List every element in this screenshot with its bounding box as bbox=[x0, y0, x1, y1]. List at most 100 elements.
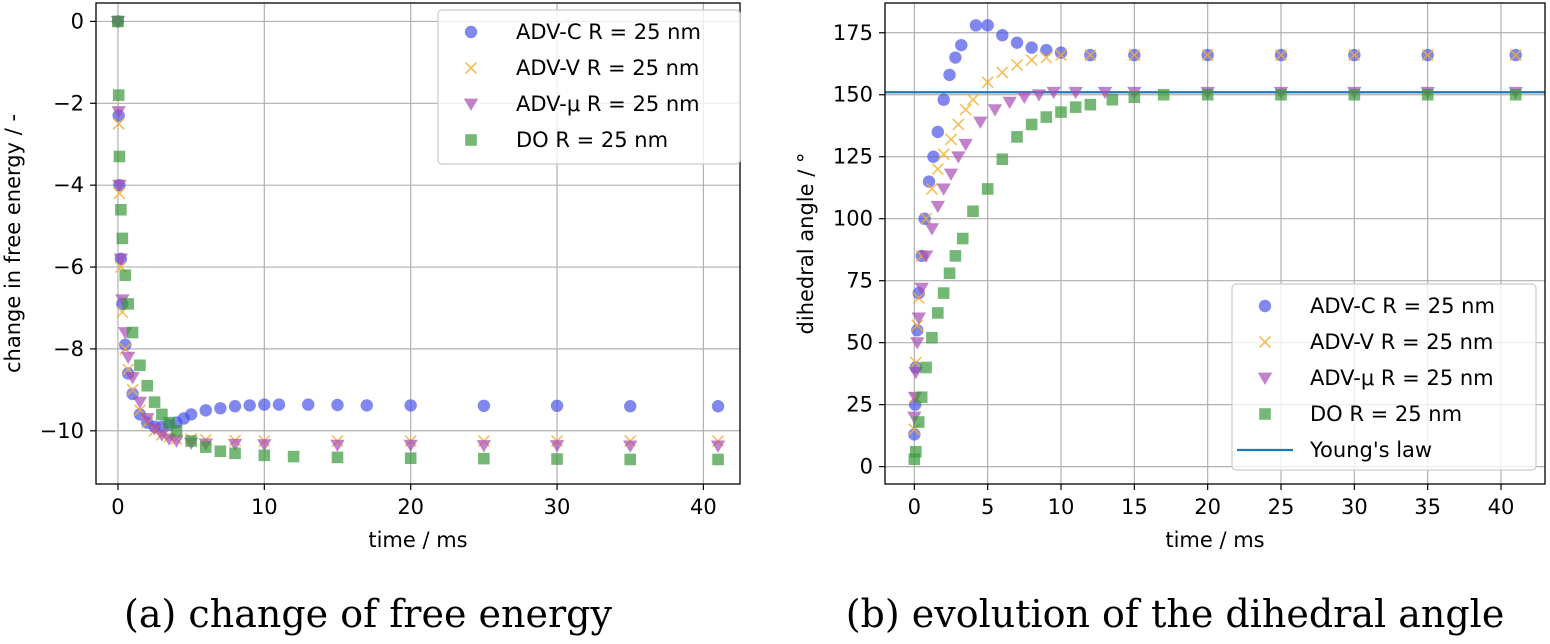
data-point bbox=[1201, 49, 1214, 62]
data-point bbox=[228, 400, 242, 413]
x-tick-label: 20 bbox=[397, 495, 424, 519]
data-point bbox=[908, 367, 923, 380]
data-point bbox=[112, 89, 125, 101]
data-point bbox=[331, 398, 344, 412]
data-point bbox=[116, 232, 129, 245]
data-point bbox=[1348, 49, 1361, 62]
legend-marker bbox=[464, 61, 478, 75]
data-point bbox=[966, 93, 980, 106]
data-point bbox=[710, 440, 726, 453]
data-point bbox=[1040, 111, 1053, 123]
data-point bbox=[936, 183, 951, 196]
data-point bbox=[229, 447, 241, 460]
data-point bbox=[930, 200, 945, 214]
data-point bbox=[1025, 53, 1038, 67]
series-3 bbox=[112, 15, 724, 466]
data-point bbox=[551, 453, 563, 465]
data-point bbox=[1040, 51, 1053, 64]
data-point bbox=[170, 424, 183, 437]
data-point bbox=[712, 453, 724, 466]
data-point bbox=[258, 398, 271, 411]
y-tick-label: 75 bbox=[846, 269, 873, 293]
data-point bbox=[227, 438, 243, 452]
data-point bbox=[943, 267, 956, 280]
y-tick-label: −8 bbox=[53, 337, 84, 361]
y-tick-label: 0 bbox=[71, 9, 84, 33]
data-point bbox=[981, 76, 994, 89]
legend-label: ADV-C R = 25 nm bbox=[1310, 294, 1495, 318]
x-tick-label: 0 bbox=[111, 495, 124, 519]
data-point bbox=[624, 453, 637, 466]
data-point bbox=[911, 319, 924, 332]
data-point bbox=[908, 453, 921, 466]
data-point bbox=[1055, 106, 1067, 118]
x-tick-label: 5 bbox=[981, 495, 994, 519]
data-point bbox=[113, 150, 126, 163]
data-point bbox=[330, 439, 345, 452]
x-tick-label: 10 bbox=[1048, 495, 1075, 519]
legend-label: Young's law bbox=[1309, 438, 1432, 462]
x-tick-label: 30 bbox=[544, 495, 571, 519]
data-point bbox=[156, 408, 168, 421]
data-point bbox=[918, 212, 931, 225]
x-tick-label: 15 bbox=[1121, 495, 1148, 519]
legend-label: ADV-V R = 25 nm bbox=[1310, 330, 1493, 354]
data-point bbox=[115, 203, 127, 216]
data-point bbox=[119, 338, 132, 352]
data-point bbox=[981, 19, 994, 32]
chart-panel-b: 0 5 10 15 20 25 30 35 40 0 25 50 75 100 125 150 175 time … bbox=[794, 2, 1546, 636]
data-point bbox=[199, 441, 212, 453]
data-point bbox=[912, 416, 925, 428]
legend-label: ADV-C R = 25 nm bbox=[516, 20, 701, 44]
data-point bbox=[924, 223, 940, 236]
data-point bbox=[909, 356, 922, 369]
data-point bbox=[944, 133, 958, 146]
data-point bbox=[331, 451, 344, 464]
data-point bbox=[154, 429, 170, 442]
data-point bbox=[115, 294, 130, 307]
data-point bbox=[1031, 89, 1047, 102]
data-point bbox=[1084, 49, 1097, 62]
data-point bbox=[403, 439, 418, 452]
data-point bbox=[1054, 49, 1068, 62]
data-point bbox=[1011, 131, 1023, 143]
data-point bbox=[958, 138, 973, 152]
data-point bbox=[141, 379, 154, 392]
data-point bbox=[1509, 88, 1522, 101]
legend-label: ADV-V R = 25 nm bbox=[516, 56, 699, 80]
series-1 bbox=[908, 49, 1522, 436]
x-tick-label: 35 bbox=[1414, 495, 1441, 519]
data-point bbox=[937, 287, 950, 299]
y-tick-label: 175 bbox=[833, 21, 873, 45]
data-point bbox=[952, 118, 965, 131]
data-point bbox=[951, 151, 966, 164]
legend-marker bbox=[1258, 299, 1272, 313]
data-point bbox=[272, 398, 286, 411]
legend: ADV-C R = 25 nm ADV-V R = 25 nm ADV-μ R = … bbox=[437, 9, 741, 165]
legend-label: DO R = 25 nm bbox=[516, 128, 668, 152]
data-point bbox=[937, 93, 950, 106]
data-point bbox=[943, 68, 956, 82]
legend-box bbox=[1231, 283, 1537, 471]
legend-box bbox=[437, 9, 741, 165]
data-point bbox=[1106, 93, 1119, 106]
legend-marker bbox=[1259, 408, 1271, 420]
data-point bbox=[911, 312, 926, 325]
data-point bbox=[949, 51, 962, 64]
data-point bbox=[949, 250, 962, 262]
x-tick-label: 40 bbox=[1488, 495, 1515, 519]
data-point bbox=[287, 450, 300, 463]
data-point bbox=[1025, 118, 1038, 131]
data-point bbox=[996, 153, 1009, 166]
data-point bbox=[908, 428, 921, 441]
data-point bbox=[478, 452, 490, 465]
data-point bbox=[214, 445, 227, 458]
legend-marker bbox=[1258, 335, 1272, 349]
data-point bbox=[113, 187, 126, 200]
data-point bbox=[956, 232, 969, 245]
data-point bbox=[711, 400, 725, 413]
y-tick-label: 50 bbox=[846, 331, 873, 355]
data-point bbox=[477, 399, 491, 413]
y-axis-label: change in free energy / - bbox=[1, 114, 25, 373]
